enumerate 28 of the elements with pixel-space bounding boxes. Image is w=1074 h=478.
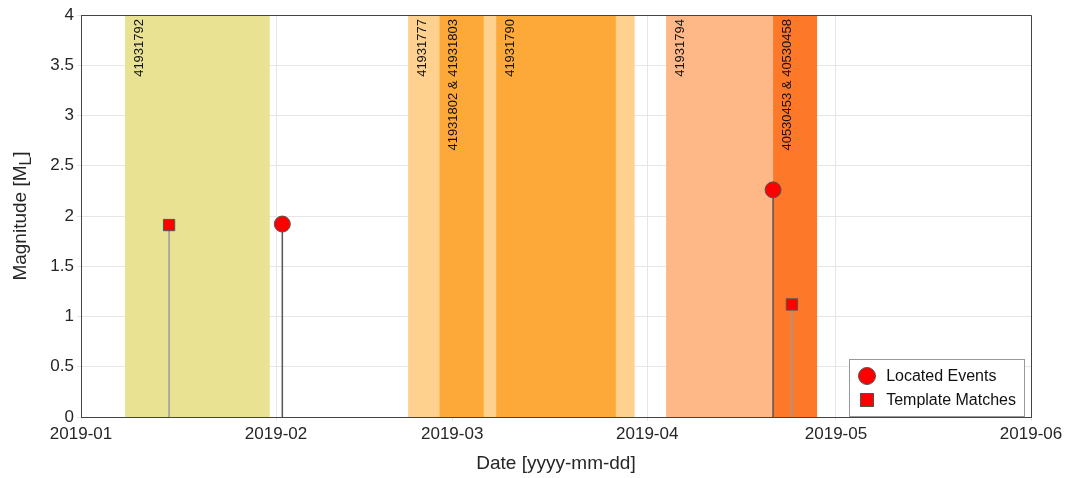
band-label: 40530453 & 40530458 [778, 19, 794, 151]
x-tick-label: 2019-05 [804, 423, 868, 443]
y-tick-label: 2.5 [50, 155, 74, 175]
band-label: 41931802 & 41931803 [445, 19, 461, 151]
point [785, 298, 799, 311]
y-tick-label: 1.5 [50, 255, 74, 275]
point [162, 218, 176, 232]
y-tick-label: 3.5 [50, 54, 74, 74]
x-axis-title: Date [yyyy-mm-dd] [475, 452, 637, 474]
point [273, 215, 291, 233]
band-label: 41931790 [501, 19, 517, 77]
band-label: 41931777 [413, 19, 429, 77]
y-tick-label: 0.5 [50, 356, 74, 376]
y-tick-label: 4 [64, 4, 74, 24]
x-tick-label: 2019-06 [999, 423, 1063, 443]
x-tick-label: 2019-03 [421, 423, 484, 443]
band-label: 41931794 [671, 19, 687, 77]
band-label: 41931792 [130, 19, 146, 77]
legend-label: Template Matches [886, 391, 1016, 409]
y-tick-label: 2 [64, 205, 74, 225]
x-tick-label: 2019-04 [616, 423, 679, 443]
legend-label: Located Events [886, 367, 997, 385]
x-tick-label: 2019-02 [244, 423, 308, 443]
y-tick-label: 0 [64, 406, 74, 426]
x-tick-label: 2019-01 [49, 423, 113, 443]
y-tick-label: 3 [64, 105, 74, 125]
y-tick-label: 1 [64, 306, 74, 326]
point [764, 181, 782, 199]
